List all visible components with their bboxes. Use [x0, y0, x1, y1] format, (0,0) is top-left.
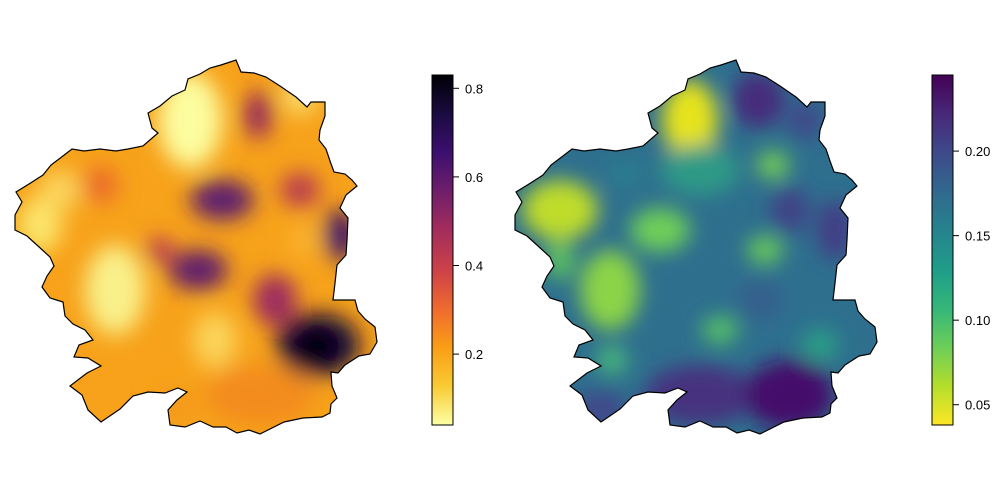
left-colorbar-scale: [431, 74, 454, 426]
left-map-tick-label: 0.8: [465, 81, 483, 96]
right-map-tick-label: 0.15: [965, 229, 990, 244]
left-map-tick-label: 0.4: [465, 259, 483, 274]
left-map-heatmap: [15, 60, 377, 434]
right-map-tick-label: 0.20: [965, 144, 990, 159]
right-colorbar-scale: [931, 74, 954, 426]
right-map-tick-label: 0.10: [965, 313, 990, 328]
left-colorbar: 0.2 0.4 0.6 0.8: [431, 74, 483, 426]
left-map: [14, 59, 378, 435]
right-colorbar: 0.05 0.10 0.15 0.20: [931, 74, 990, 426]
left-map-tick-label: 0.6: [465, 170, 483, 185]
right-map-tick-label: 0.05: [965, 398, 990, 413]
right-map: [514, 59, 878, 435]
left-colorbar-ticks: 0.2 0.4 0.6 0.8: [453, 81, 483, 362]
left-map-tick-label: 0.2: [465, 347, 483, 362]
right-map-heatmap: [515, 60, 877, 434]
right-colorbar-ticks: 0.05 0.10 0.15 0.20: [953, 144, 990, 413]
